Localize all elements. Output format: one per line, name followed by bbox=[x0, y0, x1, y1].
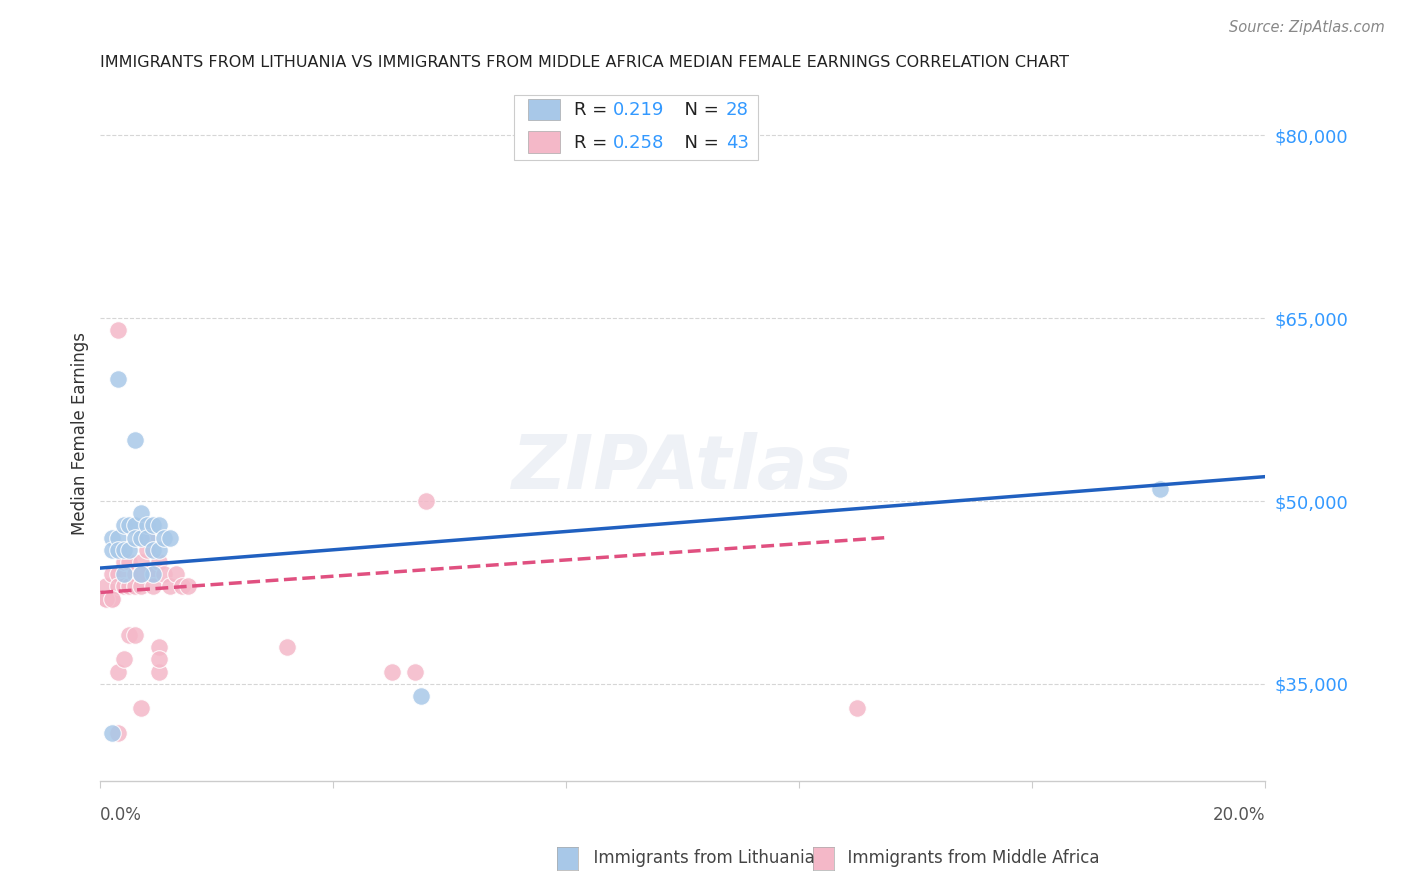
Point bbox=[129, 531, 152, 545]
Point bbox=[124, 567, 146, 582]
Point bbox=[101, 591, 124, 606]
Point bbox=[142, 567, 165, 582]
Point bbox=[129, 567, 152, 582]
Point bbox=[142, 542, 165, 557]
Point bbox=[276, 640, 298, 655]
Point bbox=[148, 640, 170, 655]
Point bbox=[136, 531, 159, 545]
Point bbox=[96, 591, 118, 606]
Point bbox=[101, 725, 124, 739]
Point bbox=[107, 531, 129, 545]
Point bbox=[153, 531, 176, 545]
Point bbox=[148, 542, 170, 557]
Point bbox=[159, 579, 181, 593]
FancyBboxPatch shape bbox=[527, 98, 561, 120]
Point bbox=[124, 628, 146, 642]
Point bbox=[107, 665, 129, 679]
Point bbox=[112, 579, 135, 593]
Text: 0.258: 0.258 bbox=[613, 134, 664, 152]
Point bbox=[129, 579, 152, 593]
Point bbox=[148, 665, 170, 679]
Point bbox=[136, 542, 159, 557]
Point bbox=[148, 518, 170, 533]
Text: ZIPAtlas: ZIPAtlas bbox=[512, 433, 853, 505]
Text: Source: ZipAtlas.com: Source: ZipAtlas.com bbox=[1229, 20, 1385, 35]
Point bbox=[112, 652, 135, 666]
Point bbox=[153, 567, 176, 582]
Text: IMMIGRANTS FROM LITHUANIA VS IMMIGRANTS FROM MIDDLE AFRICA MEDIAN FEMALE EARNING: IMMIGRANTS FROM LITHUANIA VS IMMIGRANTS … bbox=[100, 55, 1070, 70]
Point bbox=[124, 579, 146, 593]
Point bbox=[107, 542, 129, 557]
Point bbox=[107, 567, 129, 582]
Point bbox=[129, 506, 152, 520]
Point bbox=[107, 725, 129, 739]
Point bbox=[129, 555, 152, 569]
Text: R =: R = bbox=[575, 134, 613, 152]
Point bbox=[177, 579, 200, 593]
Point bbox=[380, 665, 402, 679]
Point bbox=[118, 579, 141, 593]
Text: N =: N = bbox=[673, 134, 725, 152]
Text: 28: 28 bbox=[725, 101, 749, 120]
FancyBboxPatch shape bbox=[513, 95, 758, 160]
Point bbox=[415, 494, 437, 508]
FancyBboxPatch shape bbox=[527, 131, 561, 153]
Text: R =: R = bbox=[575, 101, 613, 120]
Point bbox=[101, 542, 124, 557]
Point bbox=[112, 518, 135, 533]
Y-axis label: Median Female Earnings: Median Female Earnings bbox=[72, 333, 89, 535]
Point bbox=[118, 542, 141, 557]
Point bbox=[118, 628, 141, 642]
Point bbox=[170, 579, 193, 593]
Point bbox=[112, 542, 135, 557]
Point bbox=[96, 591, 118, 606]
Text: Immigrants from Middle Africa: Immigrants from Middle Africa bbox=[837, 849, 1099, 867]
Point bbox=[142, 567, 165, 582]
Text: 0.0%: 0.0% bbox=[100, 805, 142, 823]
Point bbox=[118, 555, 141, 569]
Text: Immigrants from Lithuania: Immigrants from Lithuania bbox=[583, 849, 815, 867]
Point bbox=[107, 323, 129, 337]
Point bbox=[124, 518, 146, 533]
Point bbox=[101, 531, 124, 545]
Point bbox=[107, 579, 129, 593]
Point bbox=[409, 689, 432, 703]
Point bbox=[136, 518, 159, 533]
Point bbox=[112, 567, 135, 582]
Point bbox=[96, 579, 118, 593]
Point bbox=[148, 652, 170, 666]
Point bbox=[404, 665, 426, 679]
Point bbox=[142, 518, 165, 533]
Point bbox=[124, 531, 146, 545]
Point bbox=[118, 518, 141, 533]
Point bbox=[148, 555, 170, 569]
Point bbox=[142, 579, 165, 593]
Point bbox=[165, 567, 187, 582]
Text: N =: N = bbox=[673, 101, 725, 120]
Text: 20.0%: 20.0% bbox=[1212, 805, 1265, 823]
Text: 0.219: 0.219 bbox=[613, 101, 664, 120]
Point bbox=[112, 555, 135, 569]
Point bbox=[159, 531, 181, 545]
Point bbox=[129, 701, 152, 715]
Point bbox=[846, 701, 869, 715]
Point bbox=[107, 372, 129, 386]
Point bbox=[101, 591, 124, 606]
Point bbox=[136, 567, 159, 582]
Point bbox=[136, 531, 159, 545]
Point bbox=[1149, 482, 1171, 496]
Point bbox=[129, 567, 152, 582]
Point bbox=[101, 567, 124, 582]
Text: 43: 43 bbox=[725, 134, 749, 152]
Point bbox=[124, 433, 146, 447]
